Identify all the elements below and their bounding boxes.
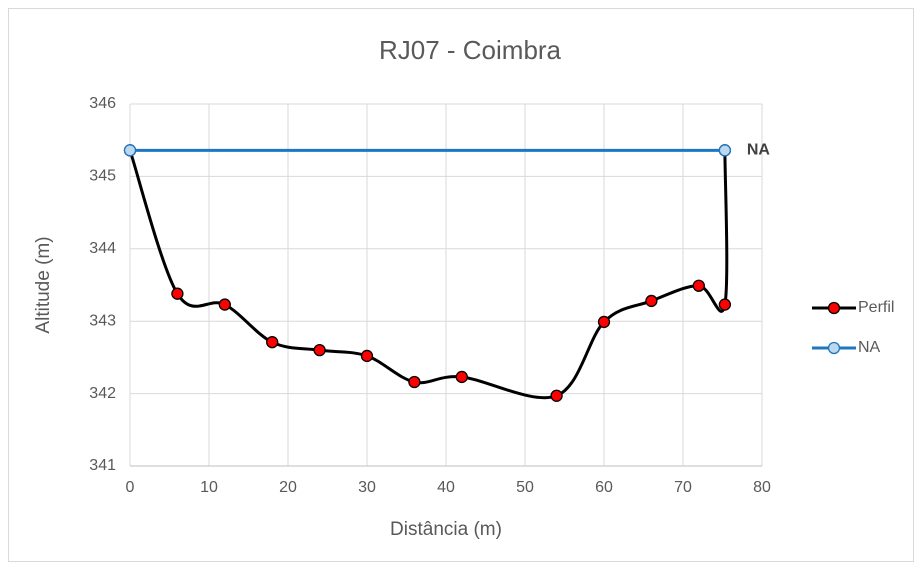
point-marker	[597, 315, 611, 329]
x-tick-label: 70	[674, 479, 692, 496]
y-tick-label: 343	[89, 312, 116, 329]
x-tick-label: 40	[437, 479, 455, 496]
point-marker	[645, 294, 658, 308]
y-tick-label: 341	[89, 457, 116, 474]
annotation: NA	[747, 142, 771, 159]
x-axis-label: Distância (m)	[390, 519, 502, 540]
y-axis-label: Altitude (m)	[33, 236, 54, 333]
point-marker	[718, 144, 732, 157]
point-marker	[408, 375, 421, 389]
legend-marker	[827, 341, 841, 355]
point-marker	[313, 344, 326, 357]
point-marker	[455, 370, 468, 384]
y-tick-label: 345	[89, 168, 116, 185]
x-tick-label: 60	[595, 479, 613, 496]
x-tick-label: 10	[200, 479, 218, 496]
x-tick-label: 50	[516, 479, 534, 496]
legend-label: NA	[858, 339, 881, 356]
y-tick-label: 346	[89, 95, 116, 112]
point-marker	[218, 298, 231, 311]
point-marker	[171, 287, 184, 300]
chart-title: RJ07 - Coimbra	[379, 35, 562, 65]
point-marker	[360, 349, 374, 363]
y-tick-label: 342	[89, 385, 116, 402]
point-marker	[718, 298, 732, 311]
chart-border	[8, 8, 914, 562]
point-marker	[123, 144, 137, 157]
legend-marker	[827, 301, 841, 315]
point-marker	[266, 336, 279, 349]
y-tick-label: 344	[89, 240, 116, 257]
x-tick-label: 80	[753, 479, 771, 496]
legend-label: Perfil	[858, 299, 894, 316]
point-marker	[692, 279, 705, 292]
x-tick-label: 20	[279, 479, 297, 496]
point-marker	[550, 389, 563, 402]
x-tick-label: 0	[126, 479, 135, 496]
x-tick-label: 30	[358, 479, 376, 496]
